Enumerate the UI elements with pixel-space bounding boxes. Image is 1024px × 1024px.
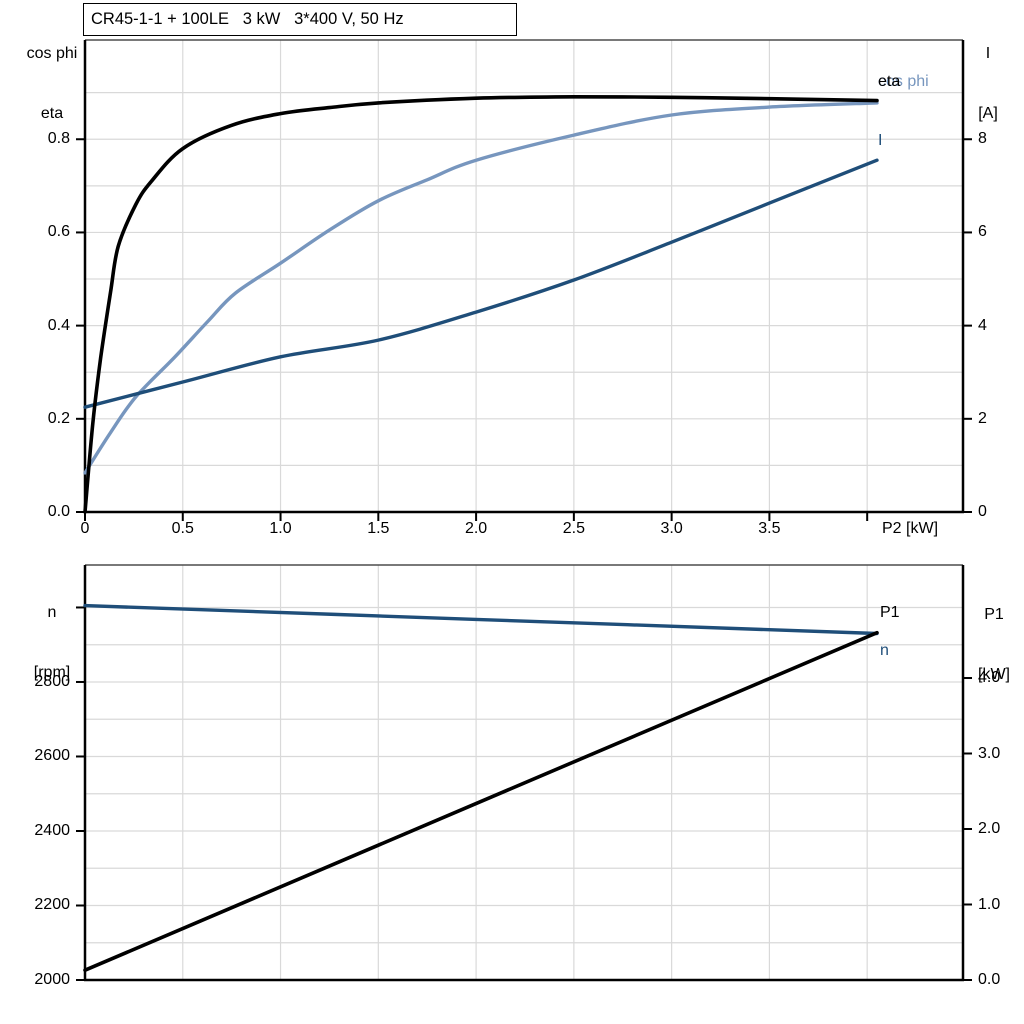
chart-1 <box>76 564 972 982</box>
left-tick-label: 2000 <box>34 971 70 988</box>
left-tick-label: 0.0 <box>47 503 70 520</box>
right-tick-label: 0 <box>978 503 987 520</box>
right-tick-label: 3.0 <box>978 744 1001 762</box>
series-curve-eta <box>83 94 879 514</box>
right-axis-title-line2: [A] <box>978 105 998 122</box>
left-tick-label: 2600 <box>34 747 70 765</box>
power-axis-title-line1: P1 <box>984 606 1004 623</box>
speed-axis-title-line2: [rpm] <box>33 664 71 681</box>
x-tick-label: 0 <box>80 520 90 537</box>
bottom-left-axis-title: n [rpm] <box>14 563 90 723</box>
top-right-axis-title: I [A] <box>960 4 1016 164</box>
left-tick-label: 0.8 <box>47 130 70 148</box>
left-tick-label: 2200 <box>34 896 70 914</box>
x-tick-label: 1.0 <box>269 520 292 537</box>
x-tick-label: 2.5 <box>562 520 585 537</box>
x-axis-label: P2 [kW] <box>882 520 939 537</box>
x-tick-label: 3.0 <box>660 520 683 537</box>
right-axis-title-line1: I <box>985 45 991 62</box>
right-tick-label: 6 <box>978 223 987 241</box>
curves-group-0 <box>83 94 879 514</box>
speed-axis-title-line1: n <box>47 604 57 621</box>
right-tick-label: 0.0 <box>978 971 1001 988</box>
right-tick-label: 4 <box>978 316 987 334</box>
series-curve-p1 <box>83 630 879 972</box>
x-tick-label: 0.5 <box>171 520 194 537</box>
legend-cos-phi: cos phi <box>878 73 929 90</box>
series-curve-cos-phi <box>83 101 879 475</box>
power-axis-title-line2: [kW] <box>978 666 1010 683</box>
legend-eta: eta <box>878 73 901 90</box>
left-tick-label: 0.6 <box>47 223 70 241</box>
left-axis-title-line1: cos phi <box>26 45 78 62</box>
x-tick-label: 1.5 <box>367 520 390 537</box>
chart-0 <box>76 39 972 521</box>
x-tick-label: 2.0 <box>464 520 488 537</box>
right-tick-label: 2.0 <box>978 820 1001 837</box>
right-tick-label: 8 <box>978 130 987 148</box>
right-tick-label: 4.0 <box>978 669 1001 687</box>
right-tick-label: 1.0 <box>978 895 1001 913</box>
legend-current: I <box>878 132 883 149</box>
legend-p1: P1 <box>880 604 900 621</box>
chart-title-box: CR45-1-1 + 100LE 3 kW 3*400 V, 50 Hz <box>83 3 517 36</box>
right-tick-label: 2 <box>978 409 987 427</box>
top-left-axis-title: cos phi eta <box>10 4 94 164</box>
x-tick-label: 3.5 <box>758 520 781 537</box>
series-curve-n <box>83 603 879 636</box>
left-tick-label: 0.4 <box>47 316 70 334</box>
left-tick-label: 2800 <box>34 672 70 690</box>
left-tick-label: 0.2 <box>47 409 70 427</box>
left-tick-label: 2400 <box>34 821 70 839</box>
left-axis-title-line2: eta <box>40 105 64 122</box>
bottom-right-axis-title: P1 [kW] <box>966 565 1022 725</box>
curves-group-1 <box>83 603 879 972</box>
series-curve-i <box>83 158 879 409</box>
legend-n: n <box>880 642 889 659</box>
